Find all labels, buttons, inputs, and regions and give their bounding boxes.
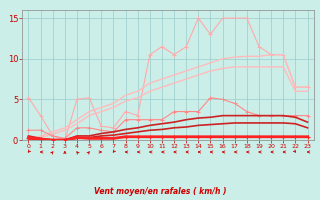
Text: Vent moyen/en rafales ( km/h ): Vent moyen/en rafales ( km/h ) <box>94 187 226 196</box>
